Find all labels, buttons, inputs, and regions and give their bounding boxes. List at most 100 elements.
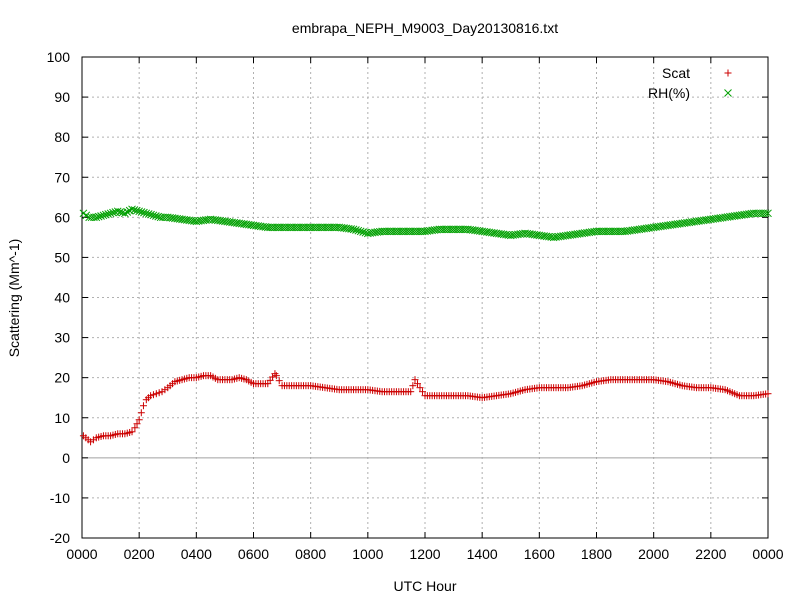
data-point — [719, 385, 727, 393]
data-point — [413, 380, 421, 388]
data-point — [659, 222, 668, 230]
x-tick-label: 1800 — [581, 546, 612, 562]
y-tick-label: 80 — [54, 129, 70, 145]
data-point — [135, 207, 144, 216]
data-point — [101, 210, 110, 219]
data-point — [126, 428, 134, 436]
y-tick-label: -20 — [50, 530, 70, 546]
data-point — [140, 208, 148, 217]
data-point — [676, 381, 684, 389]
data-point — [151, 212, 160, 220]
data-point — [275, 377, 283, 385]
data-point — [430, 226, 439, 234]
data-point — [89, 436, 97, 444]
legend-label: Scat — [662, 65, 690, 81]
y-tick-label: 90 — [54, 89, 70, 105]
y-tick-label: 30 — [54, 330, 70, 346]
data-point — [352, 226, 360, 234]
data-point — [128, 205, 136, 214]
data-point — [113, 207, 122, 216]
data-point — [269, 373, 277, 381]
data-point — [387, 227, 396, 236]
data-point — [404, 388, 412, 396]
data-point — [104, 210, 113, 218]
y-tick-label: 20 — [54, 370, 70, 386]
data-point — [762, 390, 770, 398]
data-point — [106, 209, 115, 218]
data-point — [573, 230, 582, 238]
data-point — [730, 212, 739, 220]
data-point — [130, 206, 139, 214]
data-point — [459, 225, 467, 234]
data-point — [344, 224, 353, 233]
data-point — [354, 226, 363, 235]
y-tick-label: -10 — [50, 490, 70, 506]
data-point — [204, 372, 212, 380]
data-point — [530, 230, 539, 239]
data-point — [176, 376, 184, 384]
x-tick-label: 0000 — [66, 546, 97, 562]
data-point — [359, 228, 367, 236]
data-point — [716, 214, 725, 222]
data-point — [662, 377, 670, 385]
data-point — [131, 424, 139, 432]
data-point — [261, 380, 269, 388]
x-tick-label: 0400 — [181, 546, 212, 562]
data-point — [259, 222, 267, 231]
data-point — [687, 218, 696, 226]
data-point — [273, 223, 282, 232]
data-point — [616, 227, 625, 236]
data-point — [152, 390, 160, 398]
data-point — [240, 375, 248, 383]
data-point — [373, 228, 382, 236]
y-axis-label: Scattering (Mm^-1) — [6, 239, 22, 358]
data-point — [645, 224, 653, 232]
data-point — [173, 214, 182, 223]
series-scat — [79, 370, 772, 446]
data-point — [502, 230, 510, 239]
data-point — [587, 228, 596, 236]
x-axis-label: UTC Hour — [393, 578, 456, 594]
y-tick-label: 50 — [54, 249, 70, 265]
data-point — [630, 226, 639, 234]
data-point — [356, 227, 365, 236]
data-point — [135, 416, 143, 424]
data-point — [576, 382, 584, 390]
data-point — [216, 216, 225, 225]
data-point — [116, 208, 124, 216]
data-point — [104, 432, 112, 440]
series-rh — [79, 205, 772, 242]
data-point — [230, 218, 239, 227]
data-point — [161, 386, 169, 394]
data-point — [149, 391, 157, 399]
data-point — [504, 390, 512, 398]
data-point — [302, 223, 310, 232]
data-point — [94, 212, 103, 221]
x-tick-label: 1000 — [352, 546, 383, 562]
data-point — [132, 206, 141, 215]
x-tick-label: 2200 — [695, 546, 726, 562]
data-point — [87, 213, 96, 222]
data-point — [519, 386, 527, 394]
data-point — [761, 209, 770, 218]
x-tick-label: 1400 — [467, 546, 498, 562]
data-point — [590, 378, 598, 386]
data-point — [347, 225, 356, 233]
data-point — [418, 388, 426, 396]
data-point — [99, 211, 108, 220]
data-point — [82, 211, 91, 220]
data-point — [444, 225, 453, 234]
x-tick-label: 1600 — [524, 546, 555, 562]
x-tick-label: 0200 — [124, 546, 155, 562]
data-point — [559, 232, 568, 240]
data-point — [109, 208, 117, 217]
y-tick-label: 0 — [62, 450, 70, 466]
data-point — [244, 220, 253, 229]
data-point — [602, 227, 610, 236]
data-point — [416, 227, 425, 236]
data-point — [272, 372, 280, 380]
x-tick-label: 0000 — [752, 546, 783, 562]
legend-label: RH(%) — [648, 85, 690, 101]
data-point — [402, 227, 410, 236]
